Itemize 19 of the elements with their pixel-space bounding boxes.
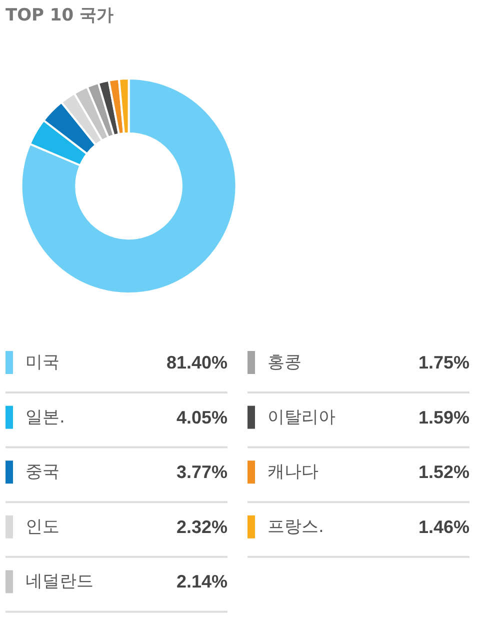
legend-label: 캐나다: [268, 462, 318, 482]
legend-label: 일본.: [26, 407, 65, 428]
data-label: 2.14%: [176, 572, 228, 592]
legend-label: 이탈리아: [268, 407, 336, 428]
data-label: 1.46%: [418, 516, 470, 537]
legend-label: 네덜란드: [26, 572, 94, 592]
data-label: 3.77%: [176, 462, 228, 482]
legend-label: 홍콩: [268, 352, 302, 372]
legend-label: 미국: [26, 352, 60, 372]
legend-label: 프랑스.: [268, 516, 324, 537]
data-label: 1.52%: [418, 462, 470, 482]
legend-label: 인도: [26, 516, 60, 537]
chart-title: TOP 10 국가: [6, 6, 114, 26]
data-label: 1.59%: [418, 407, 470, 428]
data-label: 1.75%: [418, 352, 470, 372]
data-label: 4.05%: [176, 407, 228, 428]
legend-label: 중국: [26, 462, 60, 482]
data-label: 81.40%: [166, 352, 228, 372]
data-label: 2.32%: [176, 516, 228, 537]
